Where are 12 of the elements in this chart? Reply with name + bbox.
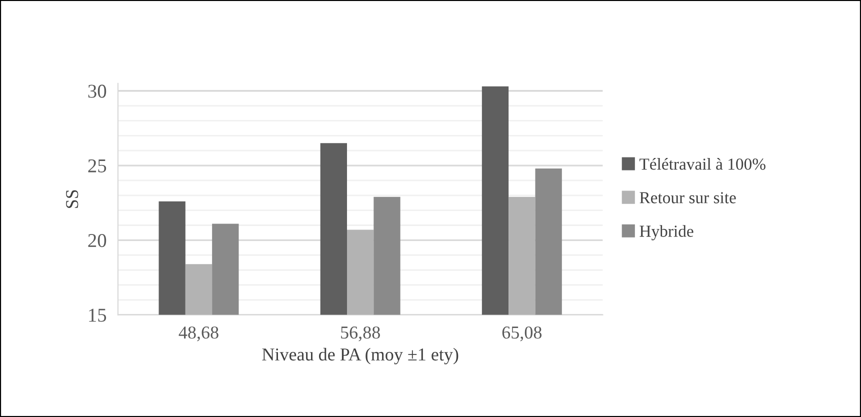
y-tick-label: 15 — [89, 308, 106, 322]
legend-label: Retour sur site — [640, 192, 736, 204]
y-axis-title: SS — [66, 190, 78, 208]
legend-label: Hybride — [640, 225, 694, 240]
x-tick-label: 65,08 — [502, 326, 542, 342]
x-tick-label: 56,88 — [341, 326, 380, 342]
x-tick-label: 48,68 — [178, 326, 218, 342]
y-tick-label: 20 — [88, 234, 106, 248]
y-tick-label: 30 — [88, 84, 106, 98]
x-axis-title: Niveau de PA (moy ±1 ety) — [262, 348, 458, 364]
y-tick-label: 25 — [88, 159, 106, 172]
legend-label: Télétravail à 100% — [640, 158, 766, 170]
